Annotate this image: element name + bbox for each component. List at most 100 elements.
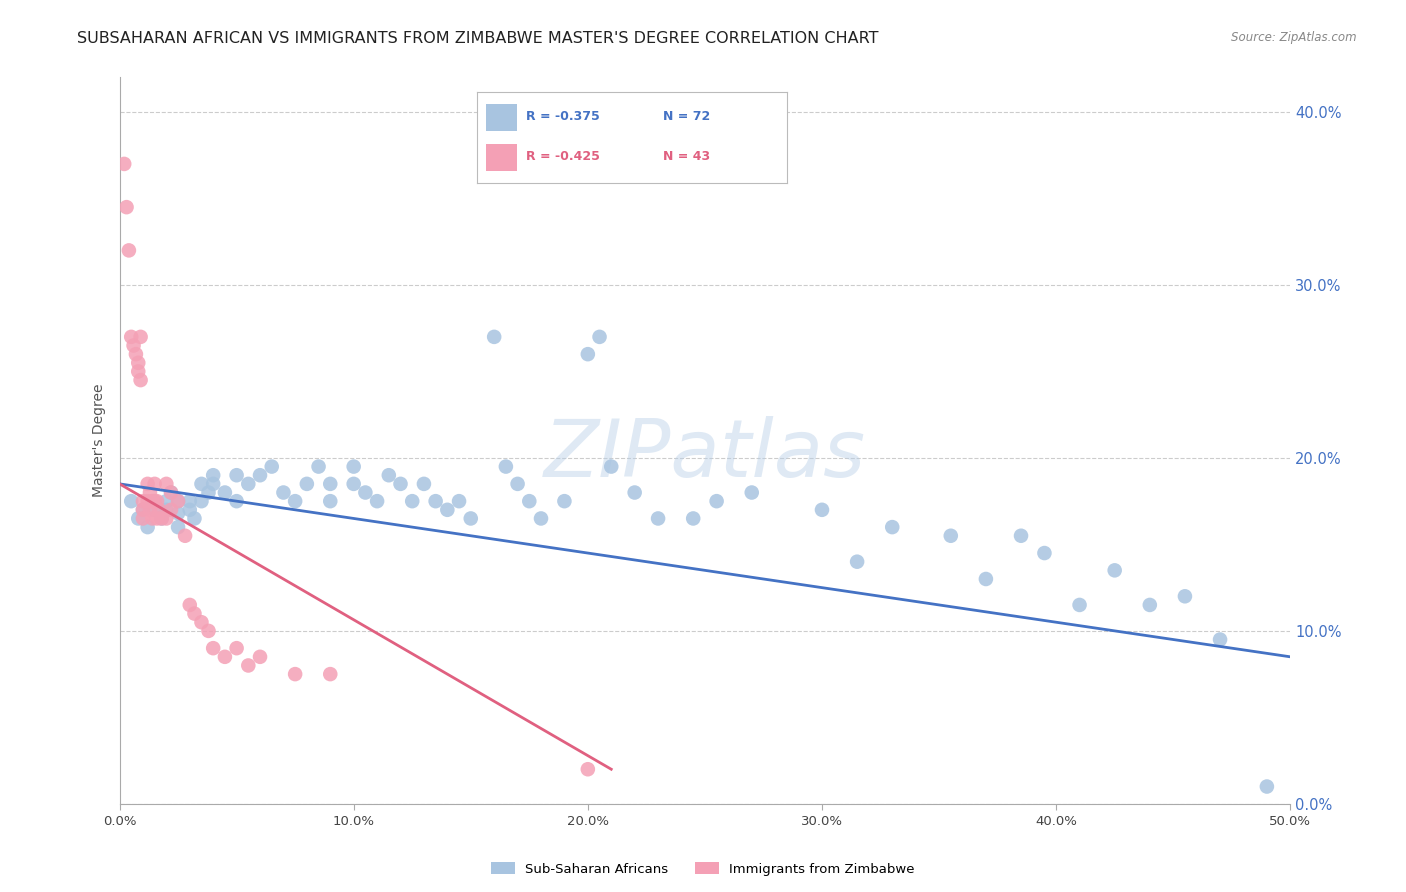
Point xyxy=(225,641,247,656)
Point xyxy=(202,468,225,483)
Point xyxy=(146,494,169,508)
Point xyxy=(225,468,247,483)
Point xyxy=(460,511,482,525)
Point xyxy=(167,494,190,508)
Point xyxy=(141,511,163,525)
Point xyxy=(436,503,458,517)
Point xyxy=(1033,546,1056,560)
Point xyxy=(706,494,728,508)
Point xyxy=(167,520,190,534)
Point xyxy=(179,494,201,508)
Point xyxy=(284,667,307,681)
Point xyxy=(588,330,610,344)
Point xyxy=(647,511,669,525)
Point xyxy=(160,485,183,500)
Point xyxy=(190,615,212,630)
Point xyxy=(1010,529,1032,543)
Point xyxy=(122,338,145,352)
Point xyxy=(139,485,162,500)
Point xyxy=(1139,598,1161,612)
Point xyxy=(197,485,219,500)
Text: Source: ZipAtlas.com: Source: ZipAtlas.com xyxy=(1232,31,1357,45)
Point xyxy=(202,476,225,491)
Point xyxy=(143,503,166,517)
Point xyxy=(143,494,166,508)
Point xyxy=(623,485,645,500)
Point xyxy=(136,476,159,491)
Point xyxy=(366,494,388,508)
Point xyxy=(530,511,553,525)
Point xyxy=(846,555,869,569)
Point xyxy=(882,520,904,534)
Point xyxy=(939,529,962,543)
Point xyxy=(354,485,377,500)
Point xyxy=(308,459,330,474)
Point xyxy=(425,494,447,508)
Point xyxy=(319,476,342,491)
Point xyxy=(150,511,173,525)
Point xyxy=(249,649,271,664)
Point xyxy=(401,494,423,508)
Point xyxy=(132,511,155,525)
Point xyxy=(495,459,517,474)
Point xyxy=(517,494,540,508)
Point xyxy=(190,476,212,491)
Point xyxy=(179,503,201,517)
Point xyxy=(155,476,177,491)
Point xyxy=(143,476,166,491)
Point xyxy=(447,494,470,508)
Point xyxy=(190,494,212,508)
Point xyxy=(197,624,219,638)
Point xyxy=(132,503,155,517)
Point xyxy=(160,485,183,500)
Text: ZIPatlas: ZIPatlas xyxy=(544,417,866,494)
Point xyxy=(139,503,162,517)
Point xyxy=(260,459,283,474)
Point xyxy=(183,607,205,621)
Point xyxy=(148,503,170,517)
Point xyxy=(132,503,155,517)
Point xyxy=(319,667,342,681)
Point xyxy=(143,494,166,508)
Point xyxy=(112,157,135,171)
Y-axis label: Master's Degree: Master's Degree xyxy=(93,384,107,498)
Point xyxy=(183,511,205,525)
Point xyxy=(238,658,260,673)
Point xyxy=(141,494,163,508)
Point xyxy=(238,476,260,491)
Point xyxy=(160,503,183,517)
Point xyxy=(506,476,529,491)
Point xyxy=(179,598,201,612)
Point xyxy=(273,485,295,500)
Text: SUBSAHARAN AFRICAN VS IMMIGRANTS FROM ZIMBABWE MASTER'S DEGREE CORRELATION CHART: SUBSAHARAN AFRICAN VS IMMIGRANTS FROM ZI… xyxy=(77,31,879,46)
Point xyxy=(1209,632,1232,647)
Point xyxy=(136,494,159,508)
Legend: Sub-Saharan Africans, Immigrants from Zimbabwe: Sub-Saharan Africans, Immigrants from Zi… xyxy=(486,857,920,881)
Point xyxy=(214,485,236,500)
Point xyxy=(155,503,177,517)
Point xyxy=(741,485,763,500)
Point xyxy=(1256,780,1278,794)
Point xyxy=(600,459,623,474)
Point xyxy=(576,347,599,361)
Point xyxy=(389,476,412,491)
Point xyxy=(127,356,149,370)
Point xyxy=(576,762,599,776)
Point xyxy=(174,529,197,543)
Point xyxy=(225,494,247,508)
Point xyxy=(295,476,318,491)
Point xyxy=(1174,589,1197,603)
Point xyxy=(343,459,366,474)
Point xyxy=(129,330,152,344)
Point xyxy=(482,330,505,344)
Point xyxy=(378,468,401,483)
Point xyxy=(202,641,225,656)
Point xyxy=(974,572,997,586)
Point xyxy=(682,511,704,525)
Point xyxy=(167,506,190,520)
Point xyxy=(413,476,436,491)
Point xyxy=(118,244,141,258)
Point xyxy=(1069,598,1091,612)
Point xyxy=(319,494,342,508)
Point xyxy=(127,511,149,525)
